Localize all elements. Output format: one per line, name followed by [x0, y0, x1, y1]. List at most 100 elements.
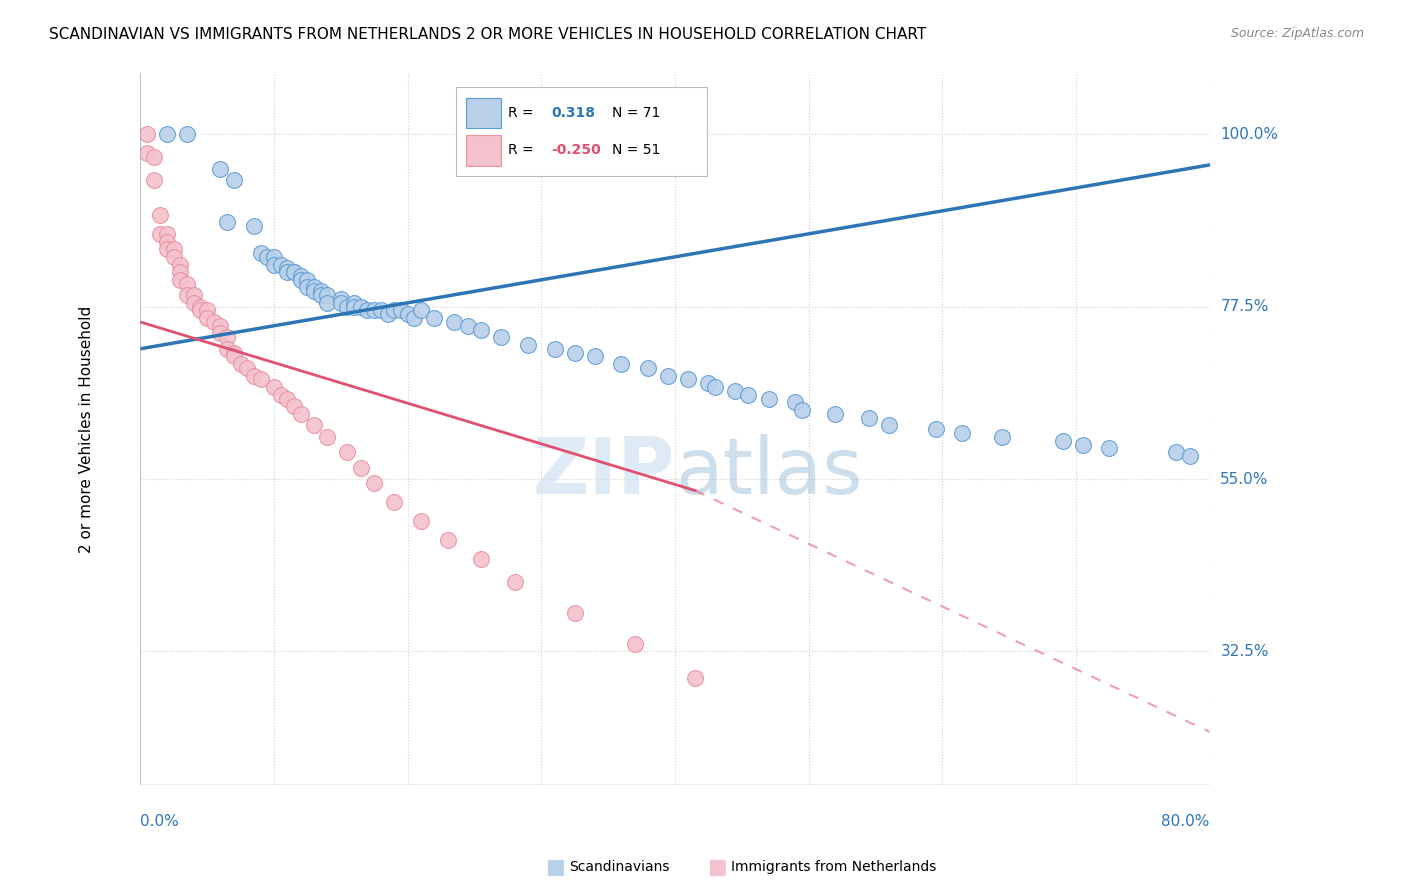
Point	[302, 285, 325, 299]
Point	[183, 288, 205, 302]
Point	[156, 242, 179, 256]
Text: atlas: atlas	[675, 434, 862, 510]
Point	[350, 300, 373, 314]
Text: 80.0%: 80.0%	[1161, 814, 1209, 829]
Text: ■: ■	[546, 857, 565, 877]
Point	[382, 495, 405, 509]
Point	[697, 376, 720, 391]
Point	[283, 265, 305, 279]
Point	[329, 292, 352, 306]
Point	[169, 273, 191, 287]
Point	[316, 295, 339, 310]
Text: ■: ■	[707, 857, 727, 877]
Point	[163, 250, 186, 264]
Point	[283, 399, 305, 413]
Text: 0.0%: 0.0%	[141, 814, 179, 829]
Point	[297, 273, 319, 287]
Point	[382, 303, 405, 318]
Point	[276, 265, 298, 279]
Point	[457, 318, 479, 333]
Point	[309, 285, 332, 299]
Point	[283, 265, 305, 279]
Point	[136, 146, 159, 161]
Point	[343, 295, 366, 310]
Point	[209, 161, 232, 176]
Point	[243, 368, 266, 383]
Point	[503, 575, 526, 590]
Point	[316, 430, 339, 444]
Text: Scandinavians: Scandinavians	[569, 860, 669, 874]
Point	[217, 330, 239, 344]
Point	[316, 288, 339, 302]
Text: 100.0%: 100.0%	[1220, 127, 1278, 142]
Point	[657, 368, 679, 383]
Point	[363, 475, 385, 490]
Point	[404, 311, 426, 326]
Point	[297, 280, 319, 294]
Point	[564, 606, 586, 620]
Text: Immigrants from Netherlands: Immigrants from Netherlands	[731, 860, 936, 874]
Point	[950, 425, 973, 440]
Point	[263, 250, 285, 264]
Point	[217, 215, 239, 229]
Point	[1098, 442, 1121, 456]
Point	[270, 388, 292, 402]
Point	[176, 277, 198, 291]
Point	[256, 250, 278, 264]
Point	[156, 128, 179, 142]
Point	[678, 372, 700, 386]
Point	[564, 345, 586, 359]
Point	[683, 671, 706, 685]
Point	[610, 357, 633, 371]
Point	[443, 315, 465, 329]
Point	[423, 311, 446, 326]
Text: SCANDINAVIAN VS IMMIGRANTS FROM NETHERLANDS 2 OR MORE VEHICLES IN HOUSEHOLD CORR: SCANDINAVIAN VS IMMIGRANTS FROM NETHERLA…	[49, 27, 927, 42]
Point	[142, 150, 165, 164]
Point	[302, 418, 325, 433]
Point	[156, 227, 179, 241]
Point	[290, 273, 312, 287]
Point	[637, 360, 659, 375]
Point	[190, 303, 212, 318]
Point	[470, 552, 492, 566]
Point	[858, 410, 880, 425]
Point	[209, 318, 232, 333]
Point	[302, 280, 325, 294]
Point	[163, 242, 186, 256]
Point	[336, 445, 359, 459]
Point	[516, 338, 538, 352]
Point	[276, 261, 298, 276]
Point	[222, 345, 245, 359]
Point	[149, 208, 172, 222]
Point	[991, 430, 1014, 444]
Point	[142, 173, 165, 187]
Point	[195, 311, 218, 326]
Point	[724, 384, 747, 398]
Point	[276, 392, 298, 406]
Point	[290, 268, 312, 283]
Point	[329, 295, 352, 310]
Point	[1071, 437, 1094, 451]
Point	[1166, 445, 1188, 459]
Point	[489, 330, 512, 344]
Point	[190, 300, 212, 314]
Point	[169, 265, 191, 279]
Point	[363, 303, 385, 318]
Point	[270, 258, 292, 272]
Point	[1178, 449, 1201, 463]
Point	[336, 300, 359, 314]
Point	[343, 300, 366, 314]
Point	[370, 303, 392, 318]
Text: 2 or more Vehicles in Household: 2 or more Vehicles in Household	[79, 306, 94, 553]
Point	[229, 357, 252, 371]
Point	[436, 533, 458, 548]
Point	[169, 258, 191, 272]
Point	[758, 392, 780, 406]
Text: 55.0%: 55.0%	[1220, 472, 1268, 486]
Point	[785, 395, 807, 409]
Point	[176, 128, 198, 142]
Point	[243, 219, 266, 234]
Point	[389, 303, 412, 318]
Point	[377, 307, 399, 321]
Point	[583, 350, 606, 364]
